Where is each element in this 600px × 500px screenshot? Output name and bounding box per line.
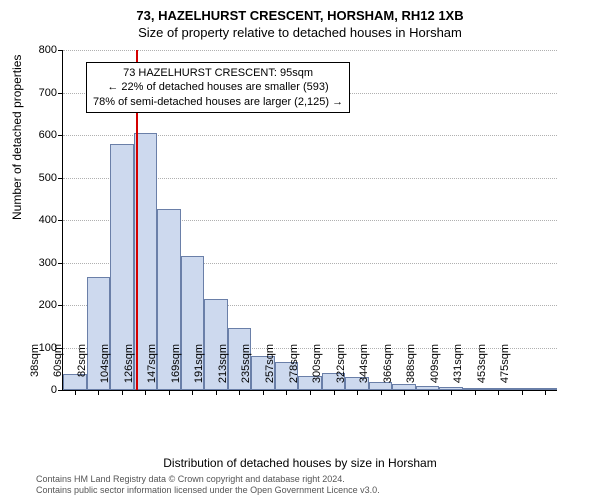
xtick-label: 300sqm: [311, 344, 323, 394]
annotation-line-1: 73 HAZELHURST CRESCENT: 95sqm: [93, 66, 343, 80]
xtick-label: 191sqm: [193, 344, 205, 394]
page-subtitle: Size of property relative to detached ho…: [0, 23, 600, 40]
attribution-footer: Contains HM Land Registry data © Crown c…: [36, 474, 380, 496]
xtick-label: 235sqm: [240, 344, 252, 394]
ytick-label: 300: [17, 257, 57, 269]
ytick-mark: [58, 50, 63, 51]
xtick-mark: [545, 390, 546, 395]
xtick-label: 169sqm: [170, 344, 182, 394]
page-title-address: 73, HAZELHURST CRESCENT, HORSHAM, RH12 1…: [0, 0, 600, 23]
y-axis-label: Number of detached properties: [10, 55, 24, 220]
ytick-mark: [58, 135, 63, 136]
xtick-label: 431sqm: [452, 344, 464, 394]
xtick-label: 322sqm: [335, 344, 347, 394]
xtick-label: 409sqm: [429, 344, 441, 394]
ytick-label: 200: [17, 299, 57, 311]
xtick-label: 126sqm: [123, 344, 135, 394]
xtick-label: 344sqm: [358, 344, 370, 394]
annotation-line-3: 78% of semi-detached houses are larger (…: [93, 95, 343, 109]
xtick-mark: [522, 390, 523, 395]
annotation-line-2: ← 22% of detached houses are smaller (59…: [93, 80, 343, 94]
xtick-label: 257sqm: [264, 344, 276, 394]
xtick-label: 453sqm: [476, 344, 488, 394]
ytick-mark: [58, 93, 63, 94]
footer-line-2: Contains public sector information licen…: [36, 485, 380, 496]
xtick-label: 82sqm: [76, 344, 88, 394]
xtick-label: 475sqm: [499, 344, 511, 394]
xtick-label: 104sqm: [99, 344, 111, 394]
xtick-label: 366sqm: [382, 344, 394, 394]
ytick-mark: [58, 305, 63, 306]
xtick-label: 60sqm: [52, 344, 64, 394]
ytick-mark: [58, 220, 63, 221]
ytick-mark: [58, 178, 63, 179]
x-axis-label: Distribution of detached houses by size …: [0, 456, 600, 470]
xtick-label: 278sqm: [288, 344, 300, 394]
xtick-label: 38sqm: [29, 344, 41, 394]
ytick-mark: [58, 263, 63, 264]
xtick-label: 388sqm: [405, 344, 417, 394]
annotation-box: 73 HAZELHURST CRESCENT: 95sqm ← 22% of d…: [86, 62, 350, 113]
xtick-label: 213sqm: [217, 344, 229, 394]
histogram-chart: 010020030040050060070080038sqm60sqm82sqm…: [62, 50, 556, 390]
xtick-label: 147sqm: [146, 344, 158, 394]
footer-line-1: Contains HM Land Registry data © Crown c…: [36, 474, 380, 485]
